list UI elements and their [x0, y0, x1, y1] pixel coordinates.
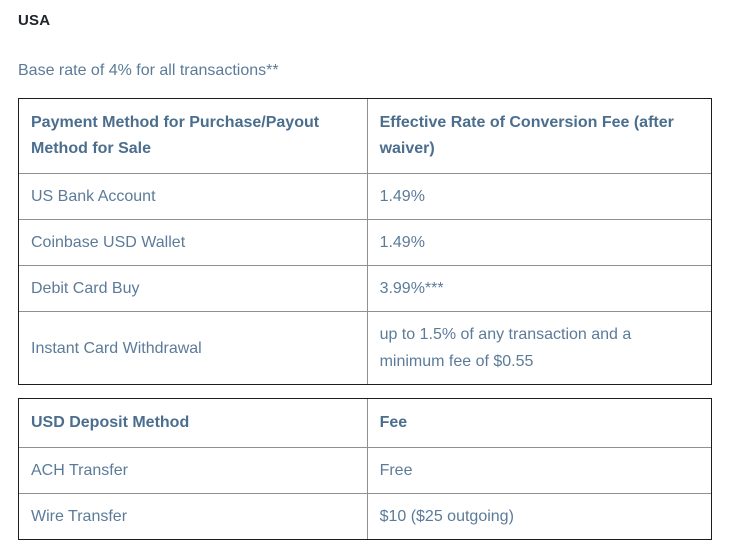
fee-rate-cell: 3.99%***	[366, 265, 711, 312]
payment-method-cell: US Bank Account	[19, 173, 368, 220]
column-header-fee: Fee	[366, 399, 711, 448]
column-header-payment-method: Payment Method for Purchase/Payout Metho…	[31, 114, 320, 157]
fee-rate-cell: 1.49%	[366, 173, 711, 220]
column-header-effective-rate: Effective Rate of Conversion Fee (after …	[366, 99, 711, 174]
fee-rate-cell: up to 1.5% of any transaction and a mini…	[366, 311, 711, 384]
table-row-us-bank-account: US Bank Account 1.49%	[19, 173, 711, 220]
table-row-coinbase-usd-wallet: Coinbase USD Wallet 1.49%	[19, 219, 711, 266]
fees-page: USA Base rate of 4% for all transactions…	[18, 0, 712, 540]
conversion-fee-table: Payment Method for Purchase/Payout Metho…	[18, 98, 712, 385]
table-header-row: USD Deposit Method Fee	[19, 399, 711, 448]
conversion-fee-table-grid: Payment Method for Purchase/Payout Metho…	[19, 99, 711, 384]
table-header-row: Payment Method for Purchase/Payout Metho…	[19, 99, 711, 174]
usd-deposit-fee-table-grid: USD Deposit Method Fee ACH Transfer Free…	[19, 399, 711, 539]
fee-cell: Free	[366, 447, 711, 494]
base-rate-note: Base rate of 4% for all transactions**	[18, 62, 279, 79]
payment-method-cell: Instant Card Withdrawal	[19, 311, 368, 384]
table-row-debit-card-buy: Debit Card Buy 3.99%***	[19, 265, 711, 312]
usd-deposit-fee-table: USD Deposit Method Fee ACH Transfer Free…	[18, 398, 712, 540]
payment-method-cell: Coinbase USD Wallet	[19, 219, 368, 266]
fee-cell: $10 ($25 outgoing)	[366, 493, 711, 539]
column-header-deposit-method: USD Deposit Method	[31, 414, 190, 431]
page-title: USA	[18, 12, 51, 29]
payment-method-cell: Debit Card Buy	[19, 265, 368, 312]
fee-rate-cell: 1.49%	[366, 219, 711, 266]
table-row-ach-transfer: ACH Transfer Free	[19, 447, 711, 494]
table-row-wire-transfer: Wire Transfer $10 ($25 outgoing)	[19, 493, 711, 539]
deposit-method-cell: Wire Transfer	[19, 493, 368, 539]
deposit-method-cell: ACH Transfer	[19, 447, 368, 494]
table-row-instant-card-withdrawal: Instant Card Withdrawal up to 1.5% of an…	[19, 311, 711, 384]
